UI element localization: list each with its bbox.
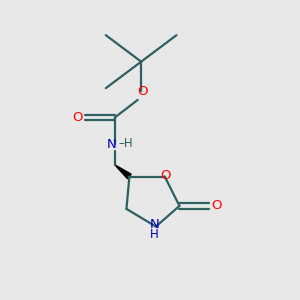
Text: O: O — [160, 169, 171, 182]
Text: N: N — [106, 138, 116, 151]
Text: H: H — [150, 228, 159, 241]
Polygon shape — [115, 165, 131, 179]
Text: O: O — [72, 111, 83, 124]
Text: O: O — [137, 85, 148, 98]
Text: O: O — [212, 200, 222, 212]
Text: N: N — [149, 218, 159, 231]
Text: –H: –H — [118, 137, 133, 150]
